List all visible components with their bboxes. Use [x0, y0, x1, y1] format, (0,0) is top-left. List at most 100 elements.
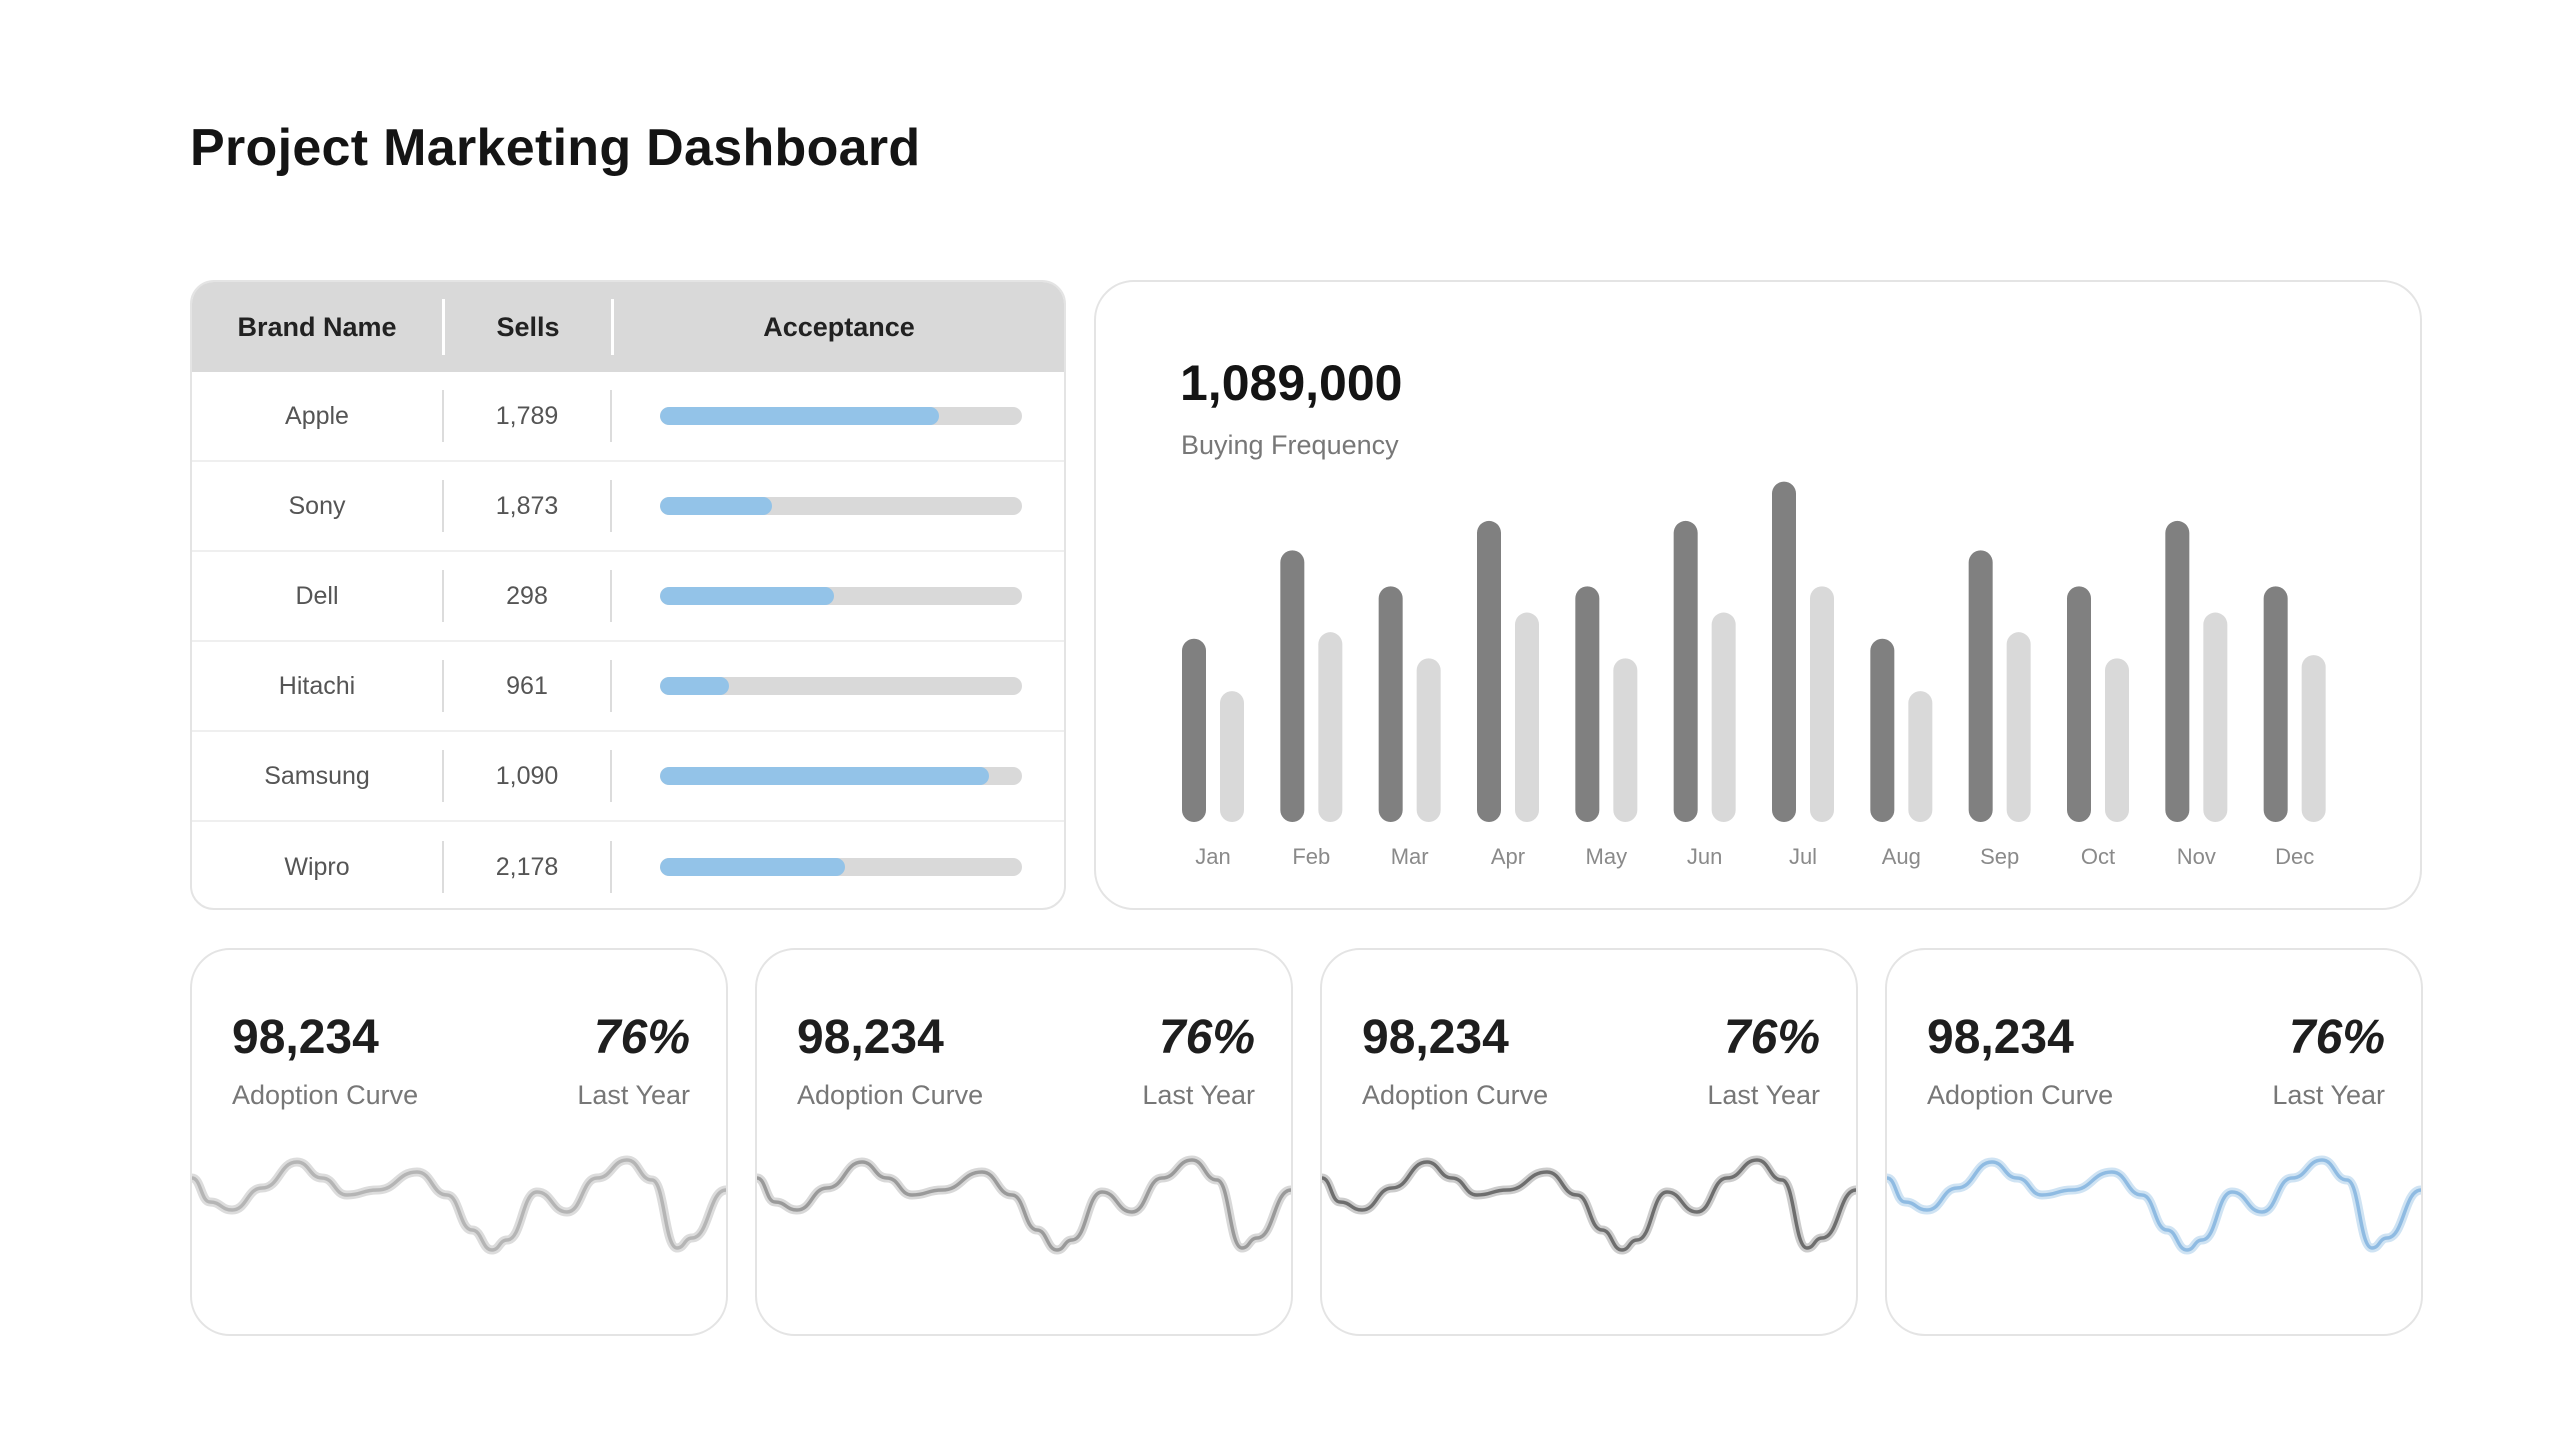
acceptance-bar-fill	[660, 407, 939, 425]
chart-bar-apr-series-2	[1515, 612, 1539, 822]
column-divider	[442, 750, 444, 802]
sells-cell: 1,789	[495, 401, 559, 430]
column-divider	[610, 841, 612, 893]
acceptance-cell	[612, 858, 1064, 876]
table-row[interactable]: Dell 298	[192, 552, 1064, 642]
acceptance-bar-track	[660, 497, 1022, 515]
sells-cell: 1,090	[495, 761, 559, 790]
table-body: Apple 1,789 Sony 1,873 Dell 298	[192, 372, 1064, 908]
brand-cell: Wipro	[284, 852, 350, 881]
last-year-percent: 76%	[1723, 1011, 1820, 1064]
sparkline-line	[192, 1158, 726, 1252]
x-tick-label: Sep	[1980, 844, 2019, 869]
chart-bar-dec-series-2	[2301, 655, 2326, 822]
chart-bar-nov-series-2	[2203, 612, 2228, 822]
chart-bar-mar-series-1	[1378, 586, 1403, 822]
brand-cell: Sony	[288, 491, 346, 520]
column-divider	[442, 841, 444, 893]
adoption-card: 98,234 76% Adoption Curve Last Year	[1885, 948, 2423, 1336]
adoption-curve-sparkline	[757, 1155, 1291, 1255]
column-divider	[610, 750, 612, 802]
header-sells[interactable]: Sells	[496, 311, 560, 342]
acceptance-cell	[612, 587, 1064, 605]
buying-frequency-label: Buying Frequency	[1181, 430, 1399, 460]
chart-bar-jan-series-1	[1182, 638, 1206, 822]
sparkline-glow	[1322, 1155, 1856, 1255]
acceptance-bar-fill	[660, 677, 729, 695]
header-brand-name[interactable]: Brand Name	[237, 311, 397, 342]
acceptance-bar-fill	[660, 767, 990, 785]
chart-bar-jun-series-2	[1711, 612, 1736, 822]
last-year-label: Last Year	[2272, 1080, 2385, 1110]
x-tick-label: Jun	[1687, 844, 1722, 869]
brand-cell: Apple	[285, 401, 349, 430]
buying-frequency-chart: Jan Feb Mar Apr May Jun Jul Aug Sep Oct Nov Dec	[1182, 481, 2326, 869]
chart-bar-apr-series-1	[1477, 520, 1501, 822]
chart-bar-mar-series-2	[1416, 658, 1441, 822]
last-year-label: Last Year	[577, 1080, 690, 1110]
brand-cell: Samsung	[264, 761, 370, 790]
adoption-label: Adoption Curve	[232, 1080, 419, 1110]
chart-bar-jun-series-1	[1673, 520, 1698, 822]
sells-cell: 298	[506, 581, 548, 610]
chart-bar-sep-series-1	[1968, 550, 1993, 822]
x-tick-label: Oct	[2081, 844, 2115, 869]
x-tick-label: Feb	[1292, 844, 1330, 869]
brand-table-card: Brand Name Sells Acceptance Apple 1,789 …	[190, 280, 1066, 910]
x-tick-label: Mar	[1391, 844, 1429, 869]
adoption-value: 98,234	[1362, 1011, 1509, 1064]
column-divider	[610, 480, 612, 532]
chart-bar-aug-series-2	[1908, 691, 1933, 822]
header-acceptance[interactable]: Acceptance	[763, 311, 915, 342]
adoption-value: 98,234	[797, 1011, 944, 1064]
column-divider	[442, 299, 445, 355]
column-divider	[442, 570, 444, 622]
sparkline-glow	[757, 1155, 1291, 1255]
last-year-percent: 76%	[2288, 1011, 2385, 1064]
x-tick-label: Jan	[1195, 844, 1230, 869]
chart-bar-feb-series-1	[1280, 550, 1305, 822]
acceptance-cell	[612, 407, 1064, 425]
sells-cell: 2,178	[495, 852, 559, 881]
chart-bar-feb-series-2	[1318, 632, 1343, 822]
column-divider	[442, 480, 444, 532]
sparkline-glow	[1887, 1155, 2421, 1255]
brand-cell: Hitachi	[278, 671, 356, 700]
table-row[interactable]: Hitachi 961	[192, 642, 1064, 732]
table-row[interactable]: Sony 1,873	[192, 462, 1064, 552]
sparkline-glow	[192, 1155, 726, 1255]
adoption-curve-sparkline	[1322, 1155, 1856, 1255]
table-row[interactable]: Samsung 1,090	[192, 732, 1064, 822]
adoption-label: Adoption Curve	[797, 1080, 984, 1110]
column-divider	[610, 390, 612, 442]
chart-bar-jul-series-1	[1772, 481, 1796, 822]
acceptance-bar-fill	[660, 587, 834, 605]
x-tick-label: Dec	[2275, 844, 2314, 869]
adoption-card: 98,234 76% Adoption Curve Last Year	[1320, 948, 1858, 1336]
chart-bar-aug-series-1	[1870, 638, 1895, 822]
acceptance-cell	[612, 767, 1064, 785]
buying-frequency-card: Jan Feb Mar Apr May Jun Jul Aug Sep Oct Nov Dec 1,0…	[1094, 280, 2422, 910]
column-divider	[610, 570, 612, 622]
acceptance-cell	[612, 497, 1064, 515]
x-tick-label: Jul	[1789, 844, 1817, 869]
page-title: Project Marketing Dashboard	[190, 119, 921, 177]
x-tick-label: May	[1586, 844, 1628, 869]
column-divider	[610, 660, 612, 712]
adoption-label: Adoption Curve	[1362, 1080, 1549, 1110]
last-year-percent: 76%	[1158, 1011, 1255, 1064]
chart-bar-jan-series-2	[1220, 691, 1244, 822]
table-row[interactable]: Wipro 2,178	[192, 822, 1064, 908]
last-year-percent: 76%	[593, 1011, 690, 1064]
acceptance-bar-track	[660, 587, 1022, 605]
chart-bar-nov-series-1	[2165, 520, 2190, 822]
acceptance-bar-track	[660, 407, 1022, 425]
buying-frequency-value: 1,089,000	[1180, 355, 1403, 411]
table-row[interactable]: Apple 1,789	[192, 372, 1064, 462]
chart-bar-dec-series-1	[2263, 586, 2288, 822]
column-divider	[442, 390, 444, 442]
chart-bar-sep-series-2	[2006, 632, 2031, 822]
adoption-label: Adoption Curve	[1927, 1080, 2114, 1110]
acceptance-bar-fill	[660, 497, 773, 515]
acceptance-cell	[612, 677, 1064, 695]
